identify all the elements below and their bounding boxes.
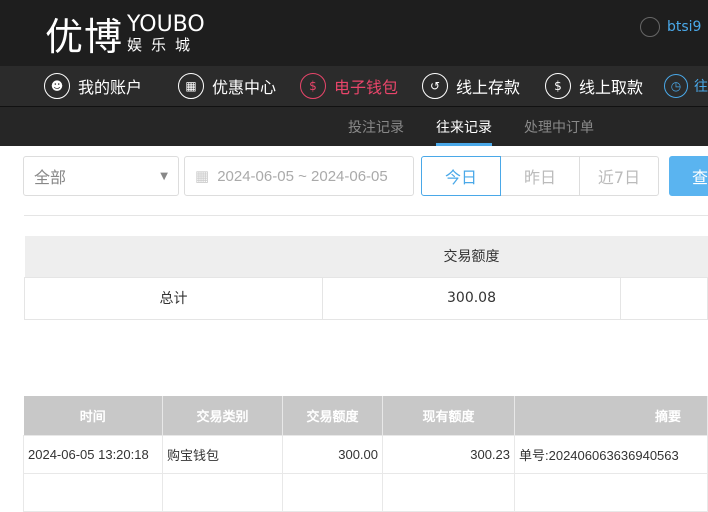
search-button[interactable]: 查	[669, 156, 708, 196]
summary-table: 交易额度 总计 300.08	[24, 236, 708, 320]
nav-records[interactable]: ◷ 往	[664, 74, 708, 98]
main-nav: ☻ 我的账户 ▦ 优惠中心 $ 电子钱包 ↺ 线上存款 $ 线上取款 ◷ 往	[0, 66, 708, 107]
nav-deposit[interactable]: ↺ 线上存款	[422, 73, 520, 99]
top-header: 优博 YOUBO 娱乐城 btsi9	[0, 0, 708, 66]
date-range-input[interactable]: ▦ 2024-06-05 ~ 2024-06-05	[184, 156, 414, 196]
avatar-icon	[640, 17, 660, 37]
nav-wallet[interactable]: $ 电子钱包	[300, 73, 398, 99]
calendar-icon: ▦	[195, 168, 210, 185]
user-menu[interactable]: btsi9	[640, 17, 701, 37]
divider	[24, 215, 708, 216]
user-icon: ☻	[44, 73, 70, 99]
today-button[interactable]: 今日	[421, 156, 501, 196]
last7days-button[interactable]: 近7日	[579, 156, 659, 196]
active-tab-indicator	[436, 143, 492, 146]
tab-transaction-records[interactable]: 往来记录	[436, 120, 492, 136]
nav-my-account[interactable]: ☻ 我的账户	[44, 73, 142, 99]
gift-icon: ▦	[178, 73, 204, 99]
transaction-table: 时间 交易类别 交易额度 现有额度 摘要 2024-06-05 13:20:18…	[23, 396, 708, 512]
total-label: 总计	[24, 276, 323, 320]
wallet-icon: $	[300, 73, 326, 99]
nav-withdraw[interactable]: $ 线上取款	[545, 73, 643, 99]
tab-pending-orders[interactable]: 处理中订单	[524, 120, 594, 136]
sub-nav: 投注记录 往来记录 处理中订单	[0, 107, 708, 146]
tab-bet-records[interactable]: 投注记录	[348, 120, 404, 136]
yesterday-button[interactable]: 昨日	[500, 156, 580, 196]
logo[interactable]: 优博 YOUBO 娱乐城	[45, 12, 205, 60]
withdraw-icon: $	[545, 73, 571, 99]
deposit-icon: ↺	[422, 73, 448, 99]
type-select[interactable]: 全部 ▼	[23, 156, 179, 196]
clipboard-icon: ◷	[664, 74, 688, 98]
table-row: 2024-06-05 13:20:18 购宝钱包 300.00 300.23 单…	[23, 434, 708, 474]
username: btsi9	[667, 19, 702, 35]
nav-promotions[interactable]: ▦ 优惠中心	[178, 73, 276, 99]
chevron-down-icon: ▼	[160, 170, 168, 182]
total-amount: 300.08	[322, 276, 621, 320]
